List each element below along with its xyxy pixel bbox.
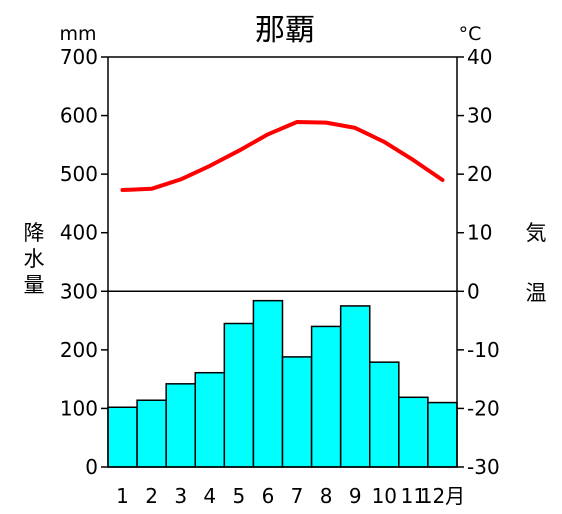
left-tick-label: 100 (60, 396, 98, 420)
temperature-point-6 (266, 132, 270, 136)
month-label-2: 2 (145, 484, 158, 508)
precip-bar-11 (398, 396, 429, 468)
precip-bar-10 (369, 361, 400, 468)
left-tick-label: 700 (60, 45, 98, 69)
right-tick-label: -10 (467, 338, 500, 362)
right-tick-label: 40 (467, 45, 492, 69)
right-axis-label-char-2: 温 (526, 281, 547, 305)
right-tick-label: 10 (467, 221, 492, 245)
precip-bar-1 (107, 406, 138, 468)
right-tick-label: 30 (467, 104, 492, 128)
temperature-line (120, 120, 445, 192)
temperature-point-9 (353, 126, 357, 130)
temperature-point-4 (208, 164, 212, 168)
right-tick-label: 20 (467, 162, 492, 186)
precip-bar-12 (427, 401, 458, 468)
precip-bar-5 (223, 322, 255, 468)
left-tick-label: 600 (60, 104, 98, 128)
left-tick-label: 500 (60, 162, 98, 186)
temperature-series (120, 120, 445, 192)
temperature-point-7 (295, 120, 299, 124)
right-tick-label: -30 (467, 455, 500, 479)
precip-bar-3 (165, 383, 197, 468)
precip-bar-7 (281, 356, 313, 468)
right-tick-label: 0 (467, 279, 480, 303)
month-label-1: 1 (116, 484, 129, 508)
precip-bar-2 (136, 399, 167, 468)
temperature-point-2 (150, 187, 154, 191)
right-tick-label: -20 (467, 396, 500, 420)
month-label-6: 6 (262, 484, 275, 508)
precip-bar-8 (310, 325, 342, 468)
axes (101, 56, 464, 468)
month-label-4: 4 (203, 484, 216, 508)
temperature-point-11 (411, 158, 415, 162)
left-axis-label-char-2: 水 (24, 247, 45, 271)
month-label-7: 7 (291, 484, 304, 508)
temperature-point-12 (440, 178, 444, 182)
left-unit-label: mm (59, 23, 96, 45)
left-tick-label: 400 (60, 221, 98, 245)
right-unit-label: °C (459, 23, 482, 45)
left-axis-label-char-3: 量 (24, 273, 45, 297)
left-tick-label: 200 (60, 338, 98, 362)
left-tick-label: 0 (85, 455, 98, 479)
month-label-3: 3 (174, 484, 187, 508)
temperature-point-1 (121, 188, 125, 192)
precip-bar-6 (252, 299, 284, 468)
temperature-point-10 (382, 140, 386, 144)
month-label-12: 12月 (420, 484, 465, 508)
tick-labels: 0 100 200 300 400 500 600 700 -30 -20 -10 0 10 20 30 40… (60, 45, 500, 508)
temperature-point-5 (237, 149, 241, 153)
month-label-10: 10 (372, 484, 397, 508)
right-axis-label-char-1: 気 (526, 221, 547, 245)
precip-bar-4 (194, 371, 226, 468)
left-tick-label: 300 (60, 279, 98, 303)
precipitation-bars (107, 299, 458, 468)
temperature-point-8 (324, 121, 328, 125)
chart-title: 那覇 (255, 13, 315, 48)
month-label-8: 8 (320, 484, 333, 508)
month-label-11: 11 (401, 484, 426, 508)
precip-bar-9 (339, 305, 371, 468)
left-axis-label-char-1: 降 (24, 221, 45, 245)
temperature-point-3 (179, 177, 183, 181)
month-label-5: 5 (233, 484, 246, 508)
month-label-9: 9 (349, 484, 362, 508)
